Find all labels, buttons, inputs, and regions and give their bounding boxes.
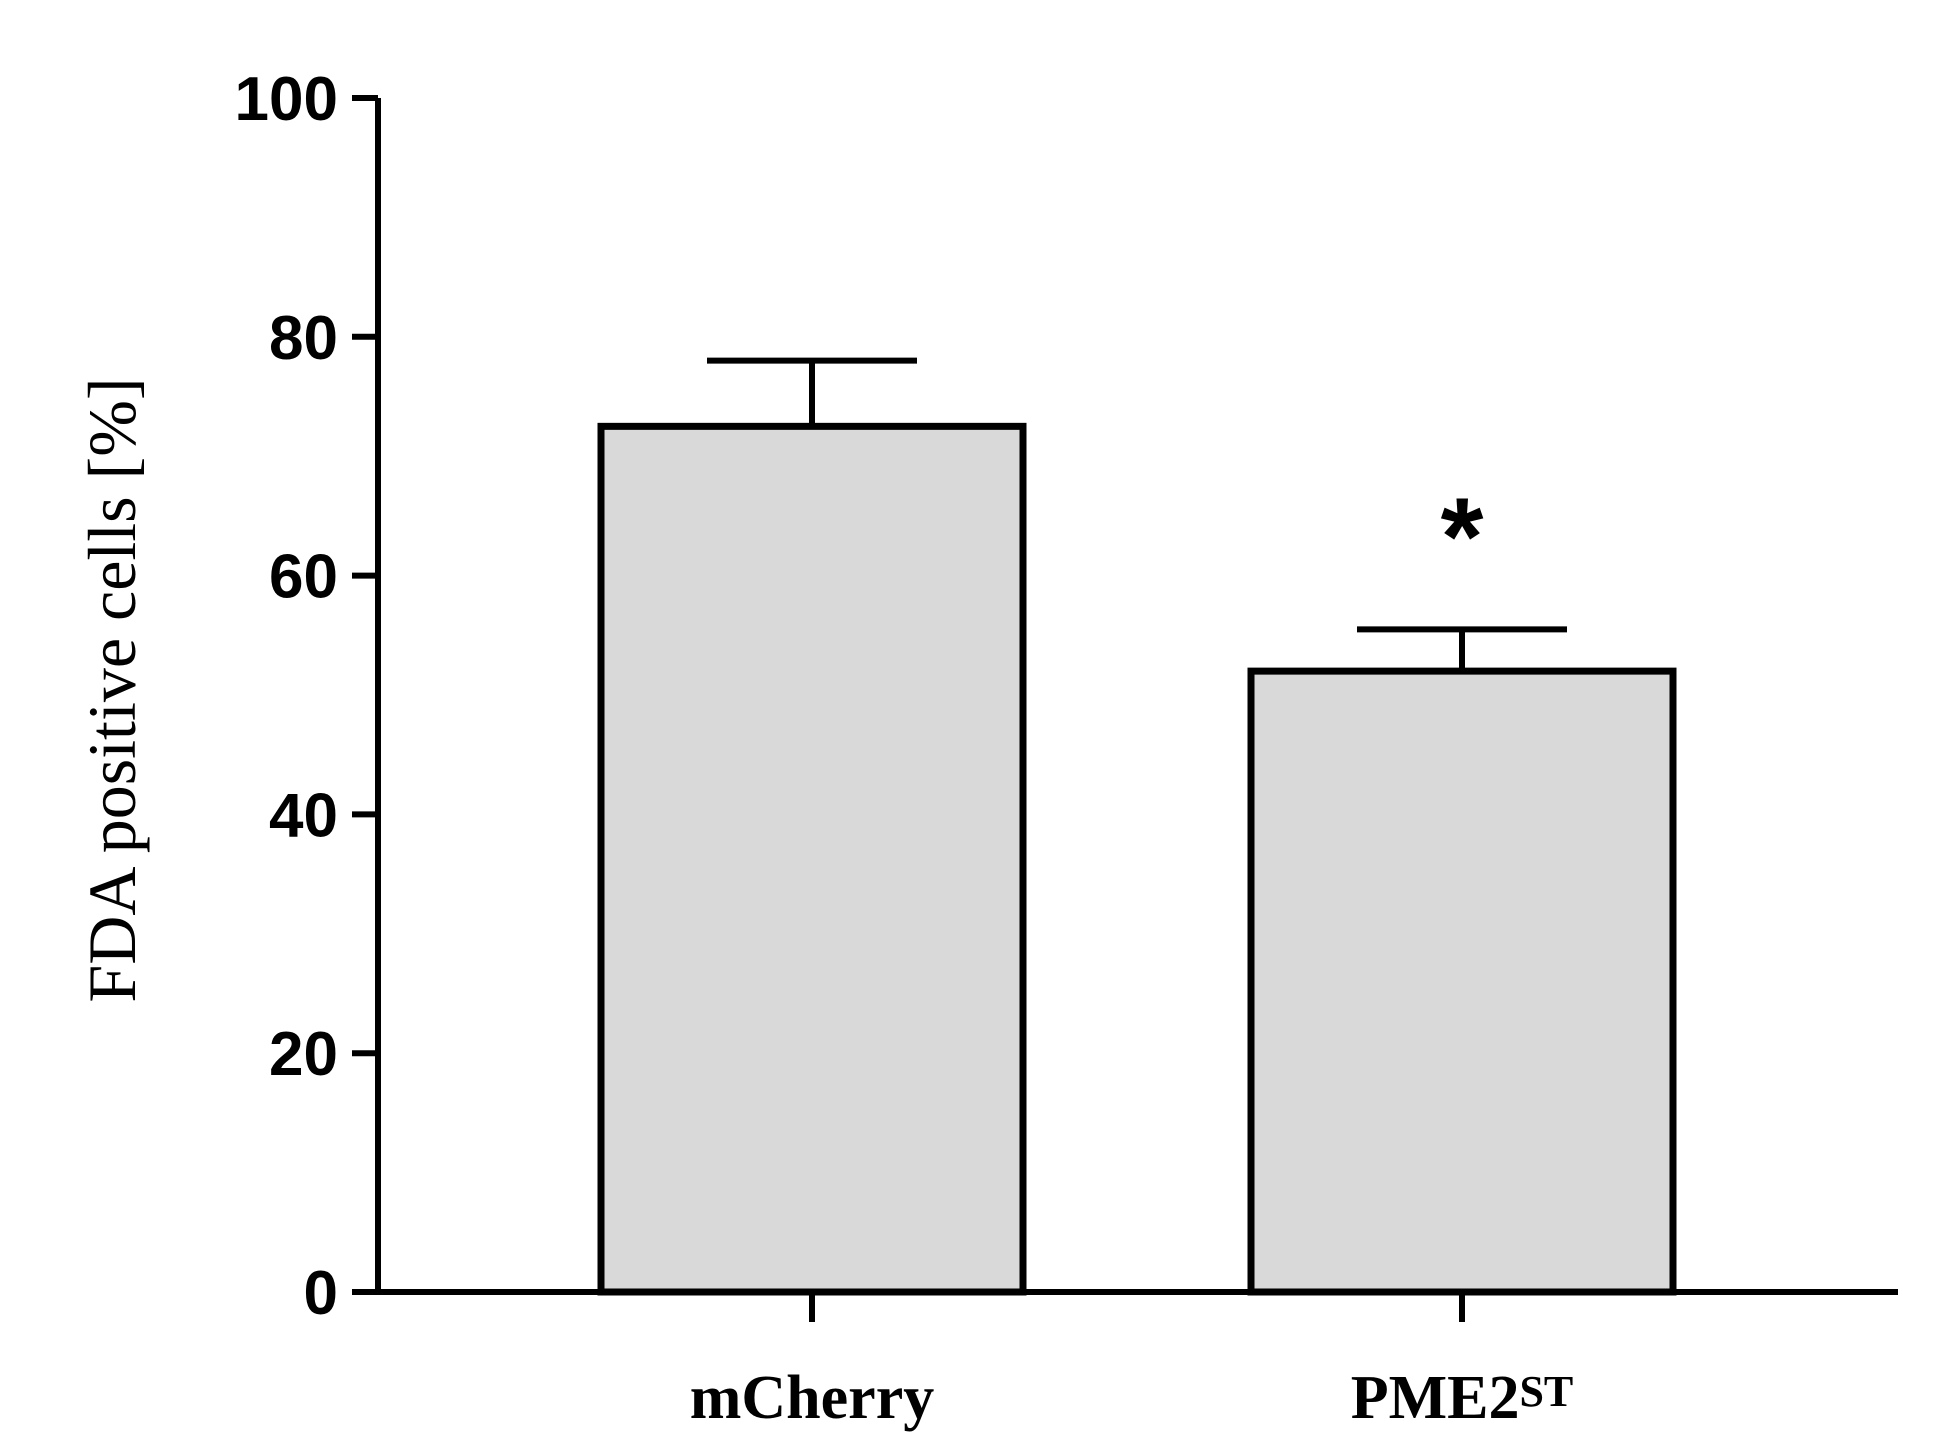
y-tick-label: 100 <box>235 65 338 134</box>
bar-pme2 <box>1247 667 1677 1296</box>
x-category-label: PME2ST <box>1351 1364 1574 1432</box>
y-tick-label: 60 <box>269 543 338 612</box>
x-category-label-superscript: ST <box>1519 1367 1573 1416</box>
y-tick-label: 40 <box>269 781 338 850</box>
bar-mcherry <box>597 422 1027 1296</box>
x-category-label-text: PME2 <box>1351 1364 1520 1432</box>
y-axis-title: FDA positive cells [%] <box>74 377 150 1002</box>
bars <box>597 422 1677 1296</box>
y-tick-label: 20 <box>269 1020 338 1089</box>
category-labels: mCherry PME2ST <box>690 1364 1574 1432</box>
x-axis <box>352 1289 1898 1322</box>
significance-marker: * <box>1441 475 1484 598</box>
y-axis: 0 20 40 60 80 100 <box>235 65 381 1328</box>
x-category-label: mCherry <box>690 1364 934 1432</box>
y-tick-label: 0 <box>304 1259 338 1328</box>
x-category-label-text: mCherry <box>690 1364 934 1432</box>
error-bars <box>707 357 1567 672</box>
y-tick-label: 80 <box>269 304 338 373</box>
annotations: * <box>1441 475 1484 598</box>
